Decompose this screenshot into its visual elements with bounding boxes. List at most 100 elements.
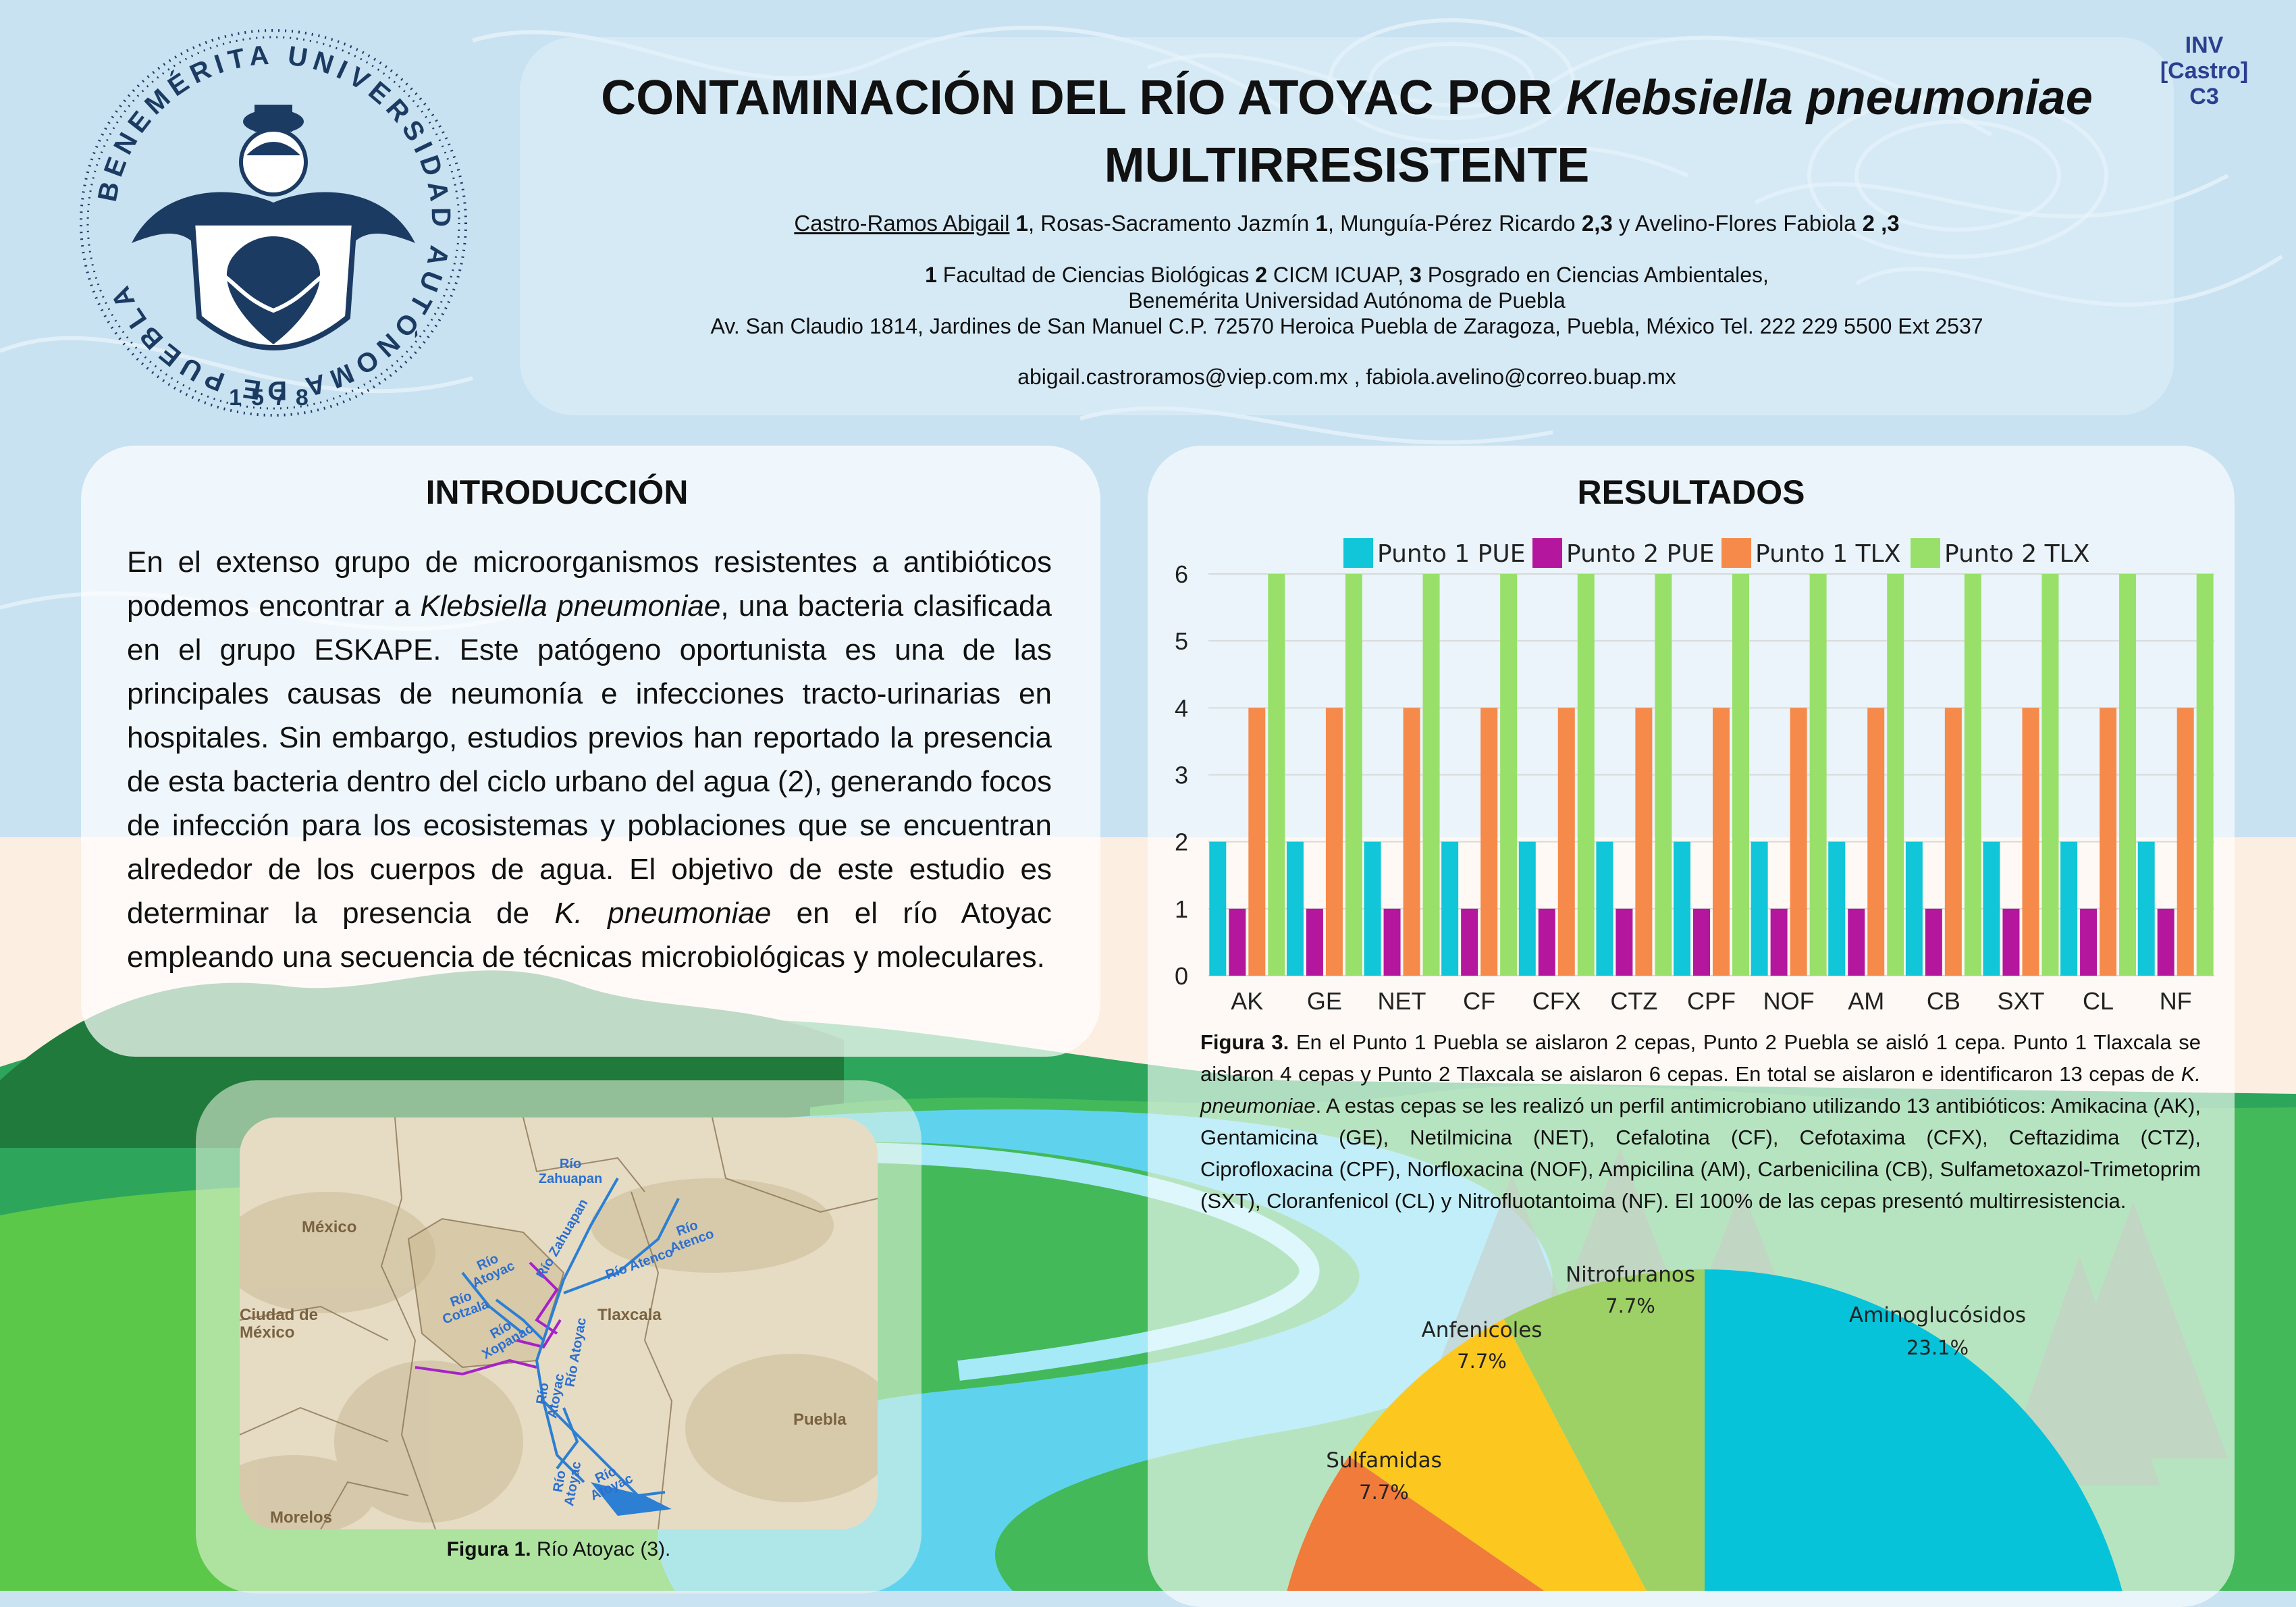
title-line1-plain: CONTAMINACIÓN DEL RÍO ATOYAC POR [601,71,1566,125]
figure-3-text-1: En el Punto 1 Puebla se aislaron 2 cepas… [1200,1030,2201,1086]
pie-slice-name: Aminoglucósidos [1849,1303,2026,1327]
poster-code-line1: INV [2185,32,2224,58]
figure-3-label: Figura 3. [1200,1030,1289,1054]
legend-swatch [1343,538,1373,568]
bar [2041,574,2059,976]
pie-slice-name: Nitrofuranos [1566,1263,1695,1287]
bar [1422,574,1440,976]
bar [1848,908,1865,976]
x-tick-label: CB [1927,987,1960,1015]
affiliations: 1 Facultad de Ciencias Biológicas 2 CICM… [513,262,2181,339]
map-label-cdmx: Ciudad de México [240,1306,318,1342]
bar [1461,908,1478,976]
poster-code-line3: C3 [2189,84,2219,109]
x-tick-label: AM [1848,987,1884,1015]
bar [1306,908,1323,976]
pie-slice [1349,1319,1647,1591]
affil-num-2: 2 [1255,263,1268,287]
bar [2080,908,2098,976]
bar [2002,908,2020,976]
bar [1364,841,1381,976]
bar [1480,708,1498,976]
bar [1751,841,1768,976]
bar [1867,708,1885,976]
bar [1732,574,1749,976]
map-label-tlaxcala: Tlaxcala [597,1306,662,1324]
bar [2137,841,2155,976]
affil-num-3: 3 [1410,263,1422,287]
pie-slice-percent: 7.7% [1359,1481,1409,1504]
x-tick-label: SXT [1997,987,2044,1015]
pie-slice-percent: 7.7% [1605,1294,1655,1317]
author-3-affiliation: 2,3 [1575,211,1613,236]
title-line2: MULTIRRESISTENTE [1104,138,1590,192]
figure-3-text-2: . A estas cepas se les realizó un perfil… [1200,1094,2201,1213]
legend-swatch [1911,538,1940,568]
authors-line: Castro-Ramos Abigail 1, Rosas-Sacramento… [513,211,2181,236]
x-tick-label: CF [1463,987,1495,1015]
title-line1-italic: Klebsiella pneumoniae [1566,71,2093,125]
bar [1770,908,1788,976]
y-tick-label: 2 [1175,828,1188,856]
bar [1809,574,1827,976]
legend-swatch [1721,538,1751,568]
y-tick-label: 0 [1175,962,1188,990]
pie-slice [1503,1269,1705,1591]
intro-italic-2: K. pneumoniae [554,897,772,930]
intro-italic-1: Klebsiella pneumoniae [420,589,721,623]
author-1: Castro-Ramos Abigail [794,211,1010,236]
pie-slice-percent: 23.1% [1906,1336,1969,1359]
y-tick-label: 4 [1175,694,1188,722]
affil-num-1: 1 [925,263,937,287]
affil-text-2: CICM ICUAP, [1267,263,1410,287]
poster-title: CONTAMINACIÓN DEL RÍO ATOYAC POR Klebsie… [513,64,2181,199]
bar [1828,841,1846,976]
bar-chart: 0 1 2 3 4 5 6 Punto 1 PUE Punto 2 PUE Punto 1 TLX… [1175,538,2214,1015]
bar [1209,841,1227,976]
author-3: , Munguía-Pérez Ricardo [1327,211,1576,236]
bar [2060,841,2078,976]
author-2: , Rosas-Sacramento Jazmín [1027,211,1310,236]
bar [2100,708,2117,976]
rio-atoyac-map: Río Zahuapan México RíoAtenco RíoAtoyac R… [240,1117,878,1529]
bar [1887,574,1904,976]
figure-1-caption: Figura 1. Río Atoyac (3). [196,1538,922,1561]
pie-slice-percent: 7.7% [1457,1350,1507,1373]
seal-year: 1578 [229,385,318,411]
bar [1248,708,1266,976]
bar [1596,841,1613,976]
map-label-puebla: Puebla [793,1411,847,1429]
author-2-affiliation: 1 [1309,211,1328,236]
x-tick-label: CPF [1687,987,1736,1015]
pie-chart: Aminoglucósidos 23.1% Sulfamidas 7.7% Anfeni… [1287,1263,2123,1591]
bar [1500,574,1518,976]
map-label-cdmx-l1: Ciudad de [240,1306,318,1324]
bar [1441,841,1459,976]
bar [1518,841,1536,976]
author-4-affiliation: 2 ,3 [1856,211,1900,236]
affil-text-1: Facultad de Ciencias Biológicas [936,263,1256,287]
figure-1-label: Figura 1. [446,1538,531,1560]
bar [1790,708,1807,976]
poster-code: INV [Castro] C3 [2157,32,2251,109]
bar [1229,908,1246,976]
bar [1635,708,1653,976]
affil-address: Av. San Claudio 1814, Jardines de San Ma… [710,314,1983,338]
bar [1655,574,1672,976]
university-seal-logo: BENEMÉRITA UNIVERSIDAD AUTÓNOMA DE PUEBL… [80,29,467,417]
bar [1268,574,1285,976]
map-label-zahuapan-top-l1: Río [560,1157,581,1171]
bar [1713,708,1730,976]
map-label-zahuapan-top-l2: Zahuapan [539,1171,602,1186]
bar [2157,908,2174,976]
legend-swatch [1532,538,1562,568]
intro-part-2: , una bacteria clasificada en el grupo E… [127,589,1052,930]
bar [1925,908,1942,976]
bar [1577,574,1595,976]
affil-university: Benemérita Universidad Autónoma de Puebl… [1128,288,1566,313]
bar [2196,574,2214,976]
bar [1693,908,1710,976]
bar [1557,708,1575,976]
intro-part-3: en el río Atoyac empleando una secuencia… [127,897,1052,974]
results-title: RESULTADOS [1577,473,1805,511]
